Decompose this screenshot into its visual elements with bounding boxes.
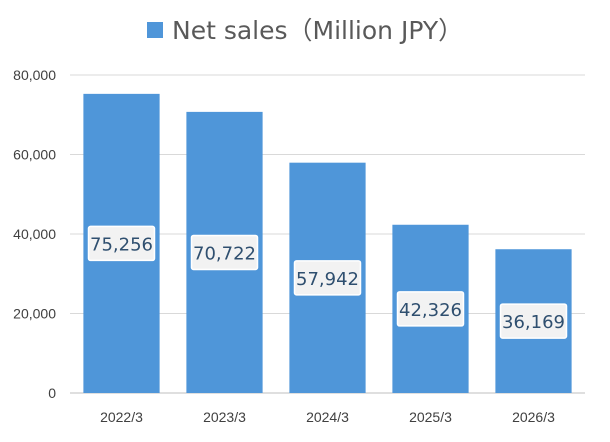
data-label: 57,942 bbox=[296, 269, 359, 290]
bars bbox=[83, 94, 571, 393]
x-tick-label: 2025/3 bbox=[409, 409, 452, 425]
data-label: 42,326 bbox=[399, 300, 462, 321]
x-tick-label: 2026/3 bbox=[512, 409, 555, 425]
y-tick-label: 20,000 bbox=[13, 306, 56, 322]
legend: Net sales（Million JPY） bbox=[147, 16, 463, 45]
y-tick-label: 0 bbox=[48, 385, 56, 401]
y-tick-label: 40,000 bbox=[13, 226, 56, 242]
y-tick-label: 80,000 bbox=[13, 67, 56, 83]
legend-swatch bbox=[147, 22, 163, 38]
x-tick-label: 2024/3 bbox=[306, 409, 349, 425]
x-tick-label: 2022/3 bbox=[100, 409, 143, 425]
data-label: 70,722 bbox=[193, 243, 256, 264]
legend-entry-net-sales: Net sales（Million JPY） bbox=[172, 16, 463, 45]
data-label: 75,256 bbox=[90, 234, 153, 255]
x-tick-label: 2023/3 bbox=[203, 409, 246, 425]
data-label: 36,169 bbox=[502, 312, 565, 333]
y-tick-label: 60,000 bbox=[13, 147, 56, 163]
